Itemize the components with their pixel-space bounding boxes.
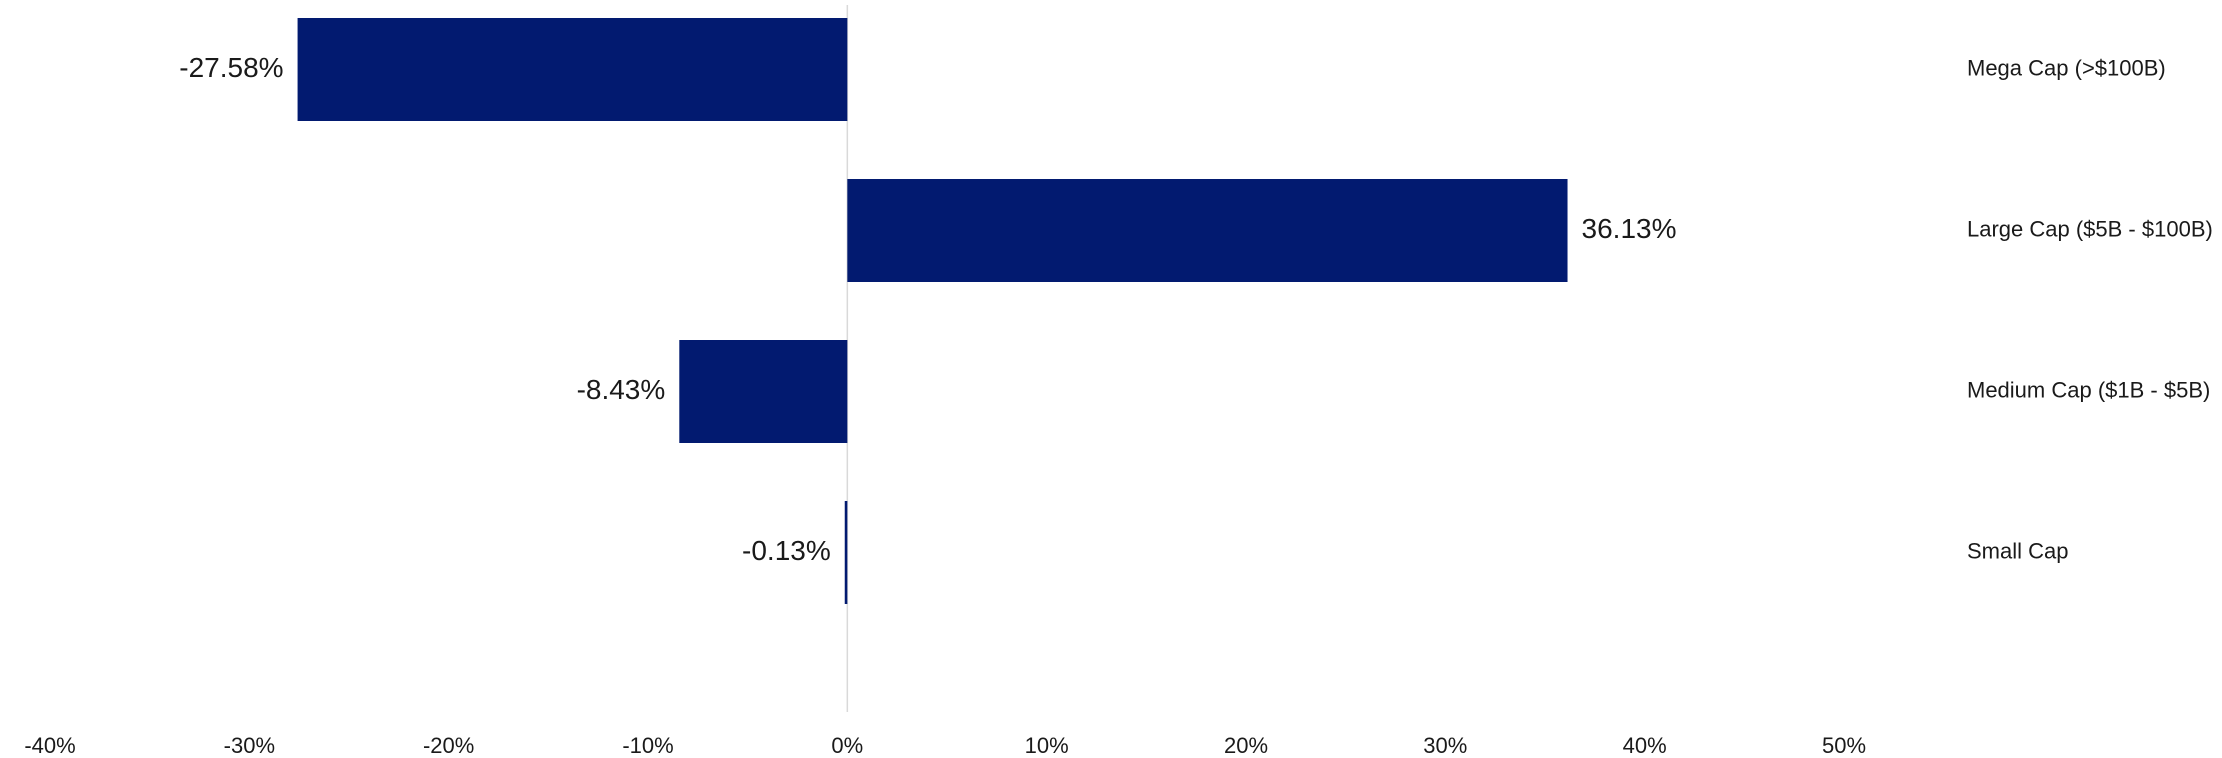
category-label: Large Cap ($5B - $100B) bbox=[1967, 216, 2213, 241]
x-tick-label: -10% bbox=[622, 733, 673, 758]
category-label: Small Cap bbox=[1967, 538, 2068, 563]
x-tick-label: 30% bbox=[1423, 733, 1467, 758]
x-tick-label: -40% bbox=[24, 733, 75, 758]
data-label: 36.13% bbox=[1582, 213, 1677, 244]
bar bbox=[679, 340, 848, 443]
category-label: Medium Cap ($1B - $5B) bbox=[1967, 377, 2210, 402]
data-label: -27.58% bbox=[179, 52, 283, 83]
x-tick-label: 40% bbox=[1623, 733, 1667, 758]
bar bbox=[847, 179, 1568, 282]
x-tick-label: -30% bbox=[224, 733, 275, 758]
data-label: -0.13% bbox=[742, 535, 831, 566]
x-tick-label: 10% bbox=[1025, 733, 1069, 758]
x-tick-label: 50% bbox=[1822, 733, 1866, 758]
x-tick-label: 0% bbox=[831, 733, 863, 758]
x-tick-label: 20% bbox=[1224, 733, 1268, 758]
bar bbox=[297, 18, 848, 121]
bar bbox=[844, 501, 848, 604]
x-tick-label: -20% bbox=[423, 733, 474, 758]
data-label: -8.43% bbox=[577, 374, 666, 405]
category-label: Mega Cap (>$100B) bbox=[1967, 55, 2166, 80]
